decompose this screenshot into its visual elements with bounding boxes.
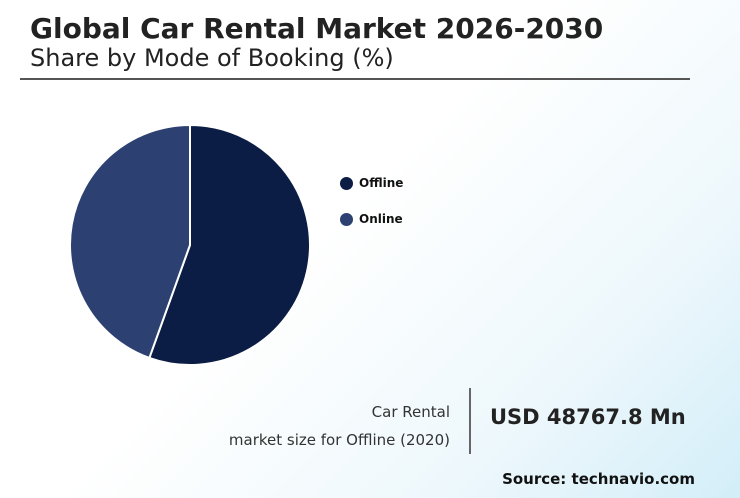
source-credit: Source: technavio.com <box>502 470 695 488</box>
legend-swatch-online <box>340 212 353 226</box>
page-title: Global Car Rental Market 2026-2030 <box>30 12 604 45</box>
market-size-caption-line1: Car Rental <box>371 403 450 421</box>
page-subtitle: Share by Mode of Booking (%) <box>30 44 394 72</box>
stat-divider <box>469 388 471 454</box>
legend-swatch-offline <box>340 176 353 190</box>
market-size-value: USD 48767.8 Mn <box>490 405 686 429</box>
pie-slice-online <box>69 123 191 360</box>
legend-label-offline: Offline <box>359 176 404 190</box>
legend-item-online: Online <box>340 210 403 228</box>
chart-legend: Offline Online <box>340 174 403 246</box>
market-size-caption: Car Rental market size for Offline (2020… <box>229 398 450 454</box>
pie-slice-offline <box>148 123 311 366</box>
legend-label-online: Online <box>359 212 403 226</box>
market-size-caption-line2: market size for Offline (2020) <box>228 431 450 449</box>
title-divider <box>20 78 690 80</box>
legend-item-offline: Offline <box>340 174 403 192</box>
